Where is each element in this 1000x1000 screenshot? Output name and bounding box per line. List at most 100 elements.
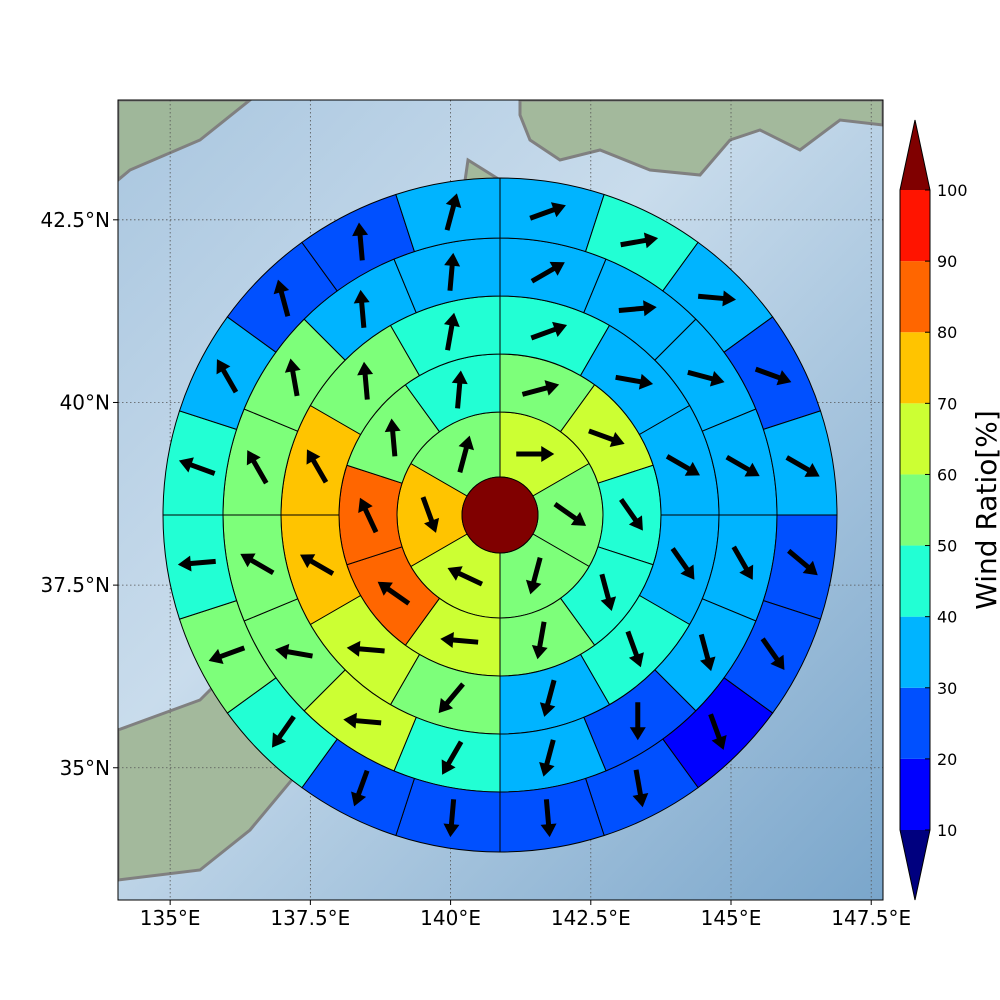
wind-arrow (553, 502, 587, 526)
arrow-shape (530, 321, 568, 341)
arrow-shape (531, 621, 548, 660)
colorbar-tick-label: 30 (937, 679, 957, 698)
arrow-shape (272, 715, 296, 748)
arrow-shape (529, 202, 566, 221)
wind-arrow (670, 547, 695, 580)
colorbar-tick-label: 80 (937, 323, 957, 342)
colorbar-label: Wind Ratio[%] (970, 410, 1000, 610)
arrow-shape (687, 369, 725, 387)
arrow-shape (208, 645, 246, 664)
arrow-shape (240, 553, 275, 576)
arrow-shape (697, 290, 737, 307)
colorbar-tick-label: 70 (937, 394, 957, 413)
wind-arrow (420, 496, 440, 533)
wind-arrow (588, 428, 625, 447)
arrow-shape (530, 261, 565, 284)
arrow-shape (273, 279, 291, 317)
wind-arrow (351, 769, 370, 807)
wind-arrow (521, 380, 560, 397)
wind-arrow (246, 450, 269, 485)
arrow-shape (516, 445, 555, 462)
x-tick-label: 135°E (140, 906, 201, 930)
x-tick-label: 137.5°E (270, 906, 350, 930)
arrow-shape (521, 380, 560, 397)
arrow-shape (698, 633, 716, 672)
sector (395, 177, 501, 253)
arrow-shape (443, 799, 460, 838)
axes: 135°E 137.5°E 140°E 142.5°E 145°E 147.5°E 35°N… (41, 208, 912, 930)
arrow-shape (178, 457, 216, 476)
wind-arrow (300, 554, 335, 576)
arrow-shape (306, 449, 329, 484)
arrow-shape (438, 682, 465, 714)
arrow-shape (539, 739, 556, 777)
wind-arrow (760, 637, 785, 670)
wind-arrow (357, 361, 374, 400)
wind-arrow (629, 702, 646, 741)
arrow-shape (599, 573, 617, 611)
colorbar-tick-label: 50 (937, 537, 957, 556)
y-tick-label: 40°N (60, 390, 110, 414)
wind-arrow (440, 632, 479, 648)
arrow-shape (300, 554, 335, 576)
wind-arrow (284, 358, 301, 397)
wind-arrow (306, 449, 329, 484)
wind-arrow (785, 455, 820, 477)
center-disc (461, 476, 539, 554)
wind-arrow (625, 630, 644, 668)
colorbar-bin (900, 261, 930, 333)
arrow-shape (275, 643, 313, 660)
arrow-shape (357, 361, 374, 400)
wind-arrow (698, 633, 716, 672)
wind-arrow (754, 366, 792, 386)
wind-arrow (620, 232, 659, 249)
wind-arrow (451, 370, 468, 409)
arrow-shape (358, 497, 379, 534)
arrow-shape (632, 769, 649, 808)
arrow-shape (246, 450, 269, 485)
colorbar-bin (900, 687, 930, 759)
wind-arrow (787, 548, 818, 576)
x-tick-label: 147.5°E (831, 906, 911, 930)
wind-arrow (530, 321, 568, 341)
wind-arrow (731, 545, 754, 580)
wind-arrow (618, 300, 657, 317)
wind-arrow (273, 279, 291, 317)
wind-arrow (697, 290, 737, 307)
arrow-shape (539, 679, 557, 717)
wind-arrow (358, 497, 379, 534)
wind-arrow (599, 573, 617, 611)
arrow-shape (444, 252, 461, 291)
wind-arrow (516, 445, 555, 462)
arrow-shape (353, 289, 370, 328)
arrow-shape (525, 557, 543, 595)
arrow-shape (343, 712, 382, 729)
x-tick-label: 145°E (701, 906, 762, 930)
colorbar-bin (900, 758, 930, 830)
arrow-shape (725, 454, 760, 477)
y-tick-label: 35°N (60, 756, 110, 780)
wind-arrow (444, 193, 462, 231)
wind-arrow (443, 799, 460, 838)
wind-arrow (208, 645, 246, 664)
land (118, 100, 253, 182)
wind-arrow (708, 713, 727, 750)
wind-arrow (615, 373, 654, 390)
colorbar-tick-label: 90 (937, 252, 957, 271)
arrow-shape (451, 370, 468, 409)
colorbar-under (900, 830, 930, 900)
y-tick-label: 37.5°N (41, 573, 111, 597)
wind-arrow (540, 799, 557, 838)
arrow-shape (731, 545, 754, 580)
wind-arrow (443, 312, 460, 351)
colorbar-tick-label: 20 (937, 750, 957, 769)
wind-arrow (665, 454, 700, 476)
wind-arrow (539, 679, 557, 717)
y-tick-label: 42.5°N (41, 208, 111, 232)
wind-arrow (531, 621, 548, 660)
colorbar: 10 20 30 40 50 60 70 80 90 100 (899, 119, 968, 901)
wind-arrow (384, 418, 401, 457)
colorbar-tick-label: 100 (937, 181, 968, 200)
wind-arrow (240, 553, 275, 576)
colorbar-bin (900, 474, 930, 546)
